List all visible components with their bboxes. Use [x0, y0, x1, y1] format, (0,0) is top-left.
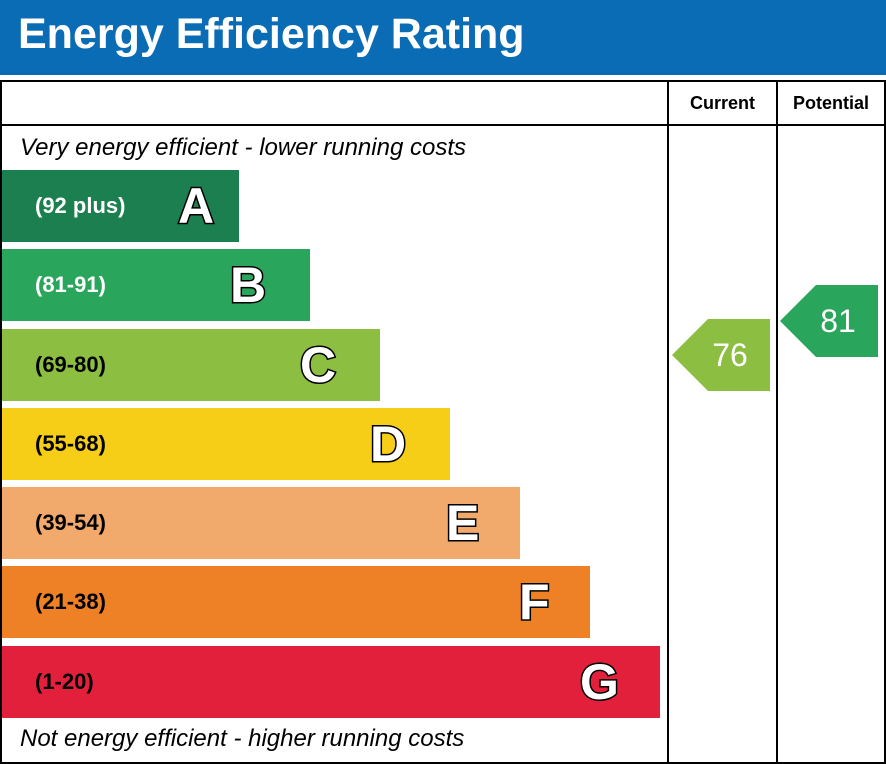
current-rating-value: 76: [712, 337, 748, 373]
band-range-label: (21-38): [35, 589, 106, 614]
band-letter: B: [228, 256, 267, 315]
band-range-label: (69-80): [35, 352, 106, 377]
band-letter: G: [579, 653, 621, 712]
column-header-potential: Potential: [792, 93, 869, 113]
band-letter: D: [368, 415, 407, 474]
potential-rating-value: 81: [820, 303, 856, 339]
divider-current: [667, 80, 669, 764]
band-range-label: (1-20): [35, 669, 94, 694]
chart-frame: [0, 80, 886, 764]
divider-potential: [776, 80, 778, 764]
band-range-label: (39-54): [35, 510, 106, 535]
band-range-label: (55-68): [35, 431, 106, 456]
band-range-label: (92 plus): [35, 193, 126, 218]
title-bar: Energy Efficiency Rating: [0, 0, 886, 75]
band-d: (55-68) D: [2, 408, 450, 480]
header-divider: [0, 124, 886, 126]
current-arrow-shape: [672, 319, 770, 391]
band-letter: C: [298, 336, 337, 395]
band-letter: E: [444, 494, 480, 553]
current-rating-arrow: 76: [672, 319, 770, 391]
potential-arrow-polygon: [780, 285, 878, 357]
bottom-note: Not energy efficient - higher running co…: [20, 725, 465, 752]
band-b: (81-91) B: [2, 249, 310, 321]
top-note: Very energy efficient - lower running co…: [20, 134, 466, 161]
band-e: (39-54) E: [2, 487, 520, 559]
chart-title: Energy Efficiency Rating: [18, 10, 525, 58]
band-letter: A: [176, 177, 215, 236]
band-f: (21-38) F: [2, 566, 590, 638]
band-letter: F: [518, 573, 552, 632]
column-header-current: Current: [689, 93, 755, 113]
current-arrow-polygon: [672, 319, 770, 391]
potential-arrow-shape: [780, 285, 878, 357]
band-c: (69-80) C: [2, 329, 380, 401]
potential-rating-arrow: 81: [780, 285, 878, 357]
band-range-label: (81-91): [35, 272, 106, 297]
band-a: (92 plus) A: [2, 170, 239, 242]
band-g: (1-20) G: [2, 646, 660, 718]
